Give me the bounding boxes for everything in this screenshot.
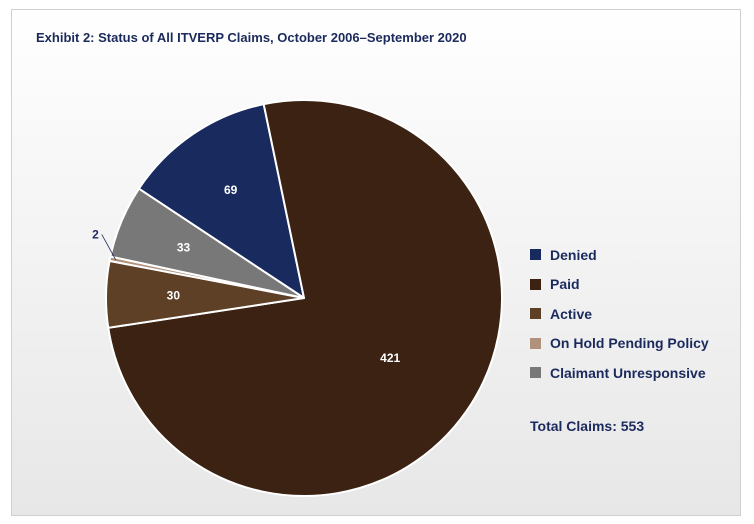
legend-swatch: [530, 337, 541, 349]
chart-legend: Denied Paid Active On Hold Pending Polic…: [530, 240, 740, 388]
legend-label: Denied: [550, 246, 597, 263]
legend-label: Claimant Unresponsive: [550, 364, 706, 381]
total-claims-label: Total Claims: 553: [530, 418, 645, 434]
legend-item-denied: Denied: [530, 240, 740, 270]
pie-chart: 69 421 30 2 33: [92, 99, 503, 497]
leader-line: [101, 234, 117, 261]
legend-label: Paid: [550, 276, 580, 293]
legend-label: On Hold Pending Policy: [550, 335, 709, 352]
data-label: 30: [167, 289, 181, 303]
pie-slice-paid: [107, 99, 503, 497]
data-label: 33: [177, 240, 191, 254]
data-label: 2: [92, 227, 99, 241]
legend-item-active: Active: [530, 299, 740, 329]
legend-item-claimant-unresponsive: Claimant Unresponsive: [530, 358, 740, 388]
pie-slice-claimant-unresponsive: [109, 187, 305, 299]
pie-slice-denied: [137, 103, 305, 299]
legend-swatch: [530, 308, 541, 320]
chart-title: Exhibit 2: Status of All ITVERP Claims, …: [36, 30, 467, 45]
legend-swatch: [530, 367, 541, 379]
data-label: 69: [224, 183, 238, 197]
legend-item-paid: Paid: [530, 270, 740, 300]
legend-item-on-hold: On Hold Pending Policy: [530, 329, 740, 359]
legend-label: Active: [550, 305, 593, 322]
chart-frame: Exhibit 2: Status of All ITVERP Claims, …: [11, 9, 741, 516]
data-label: 421: [380, 351, 400, 365]
legend-swatch: [530, 278, 541, 290]
legend-swatch: [530, 249, 541, 261]
